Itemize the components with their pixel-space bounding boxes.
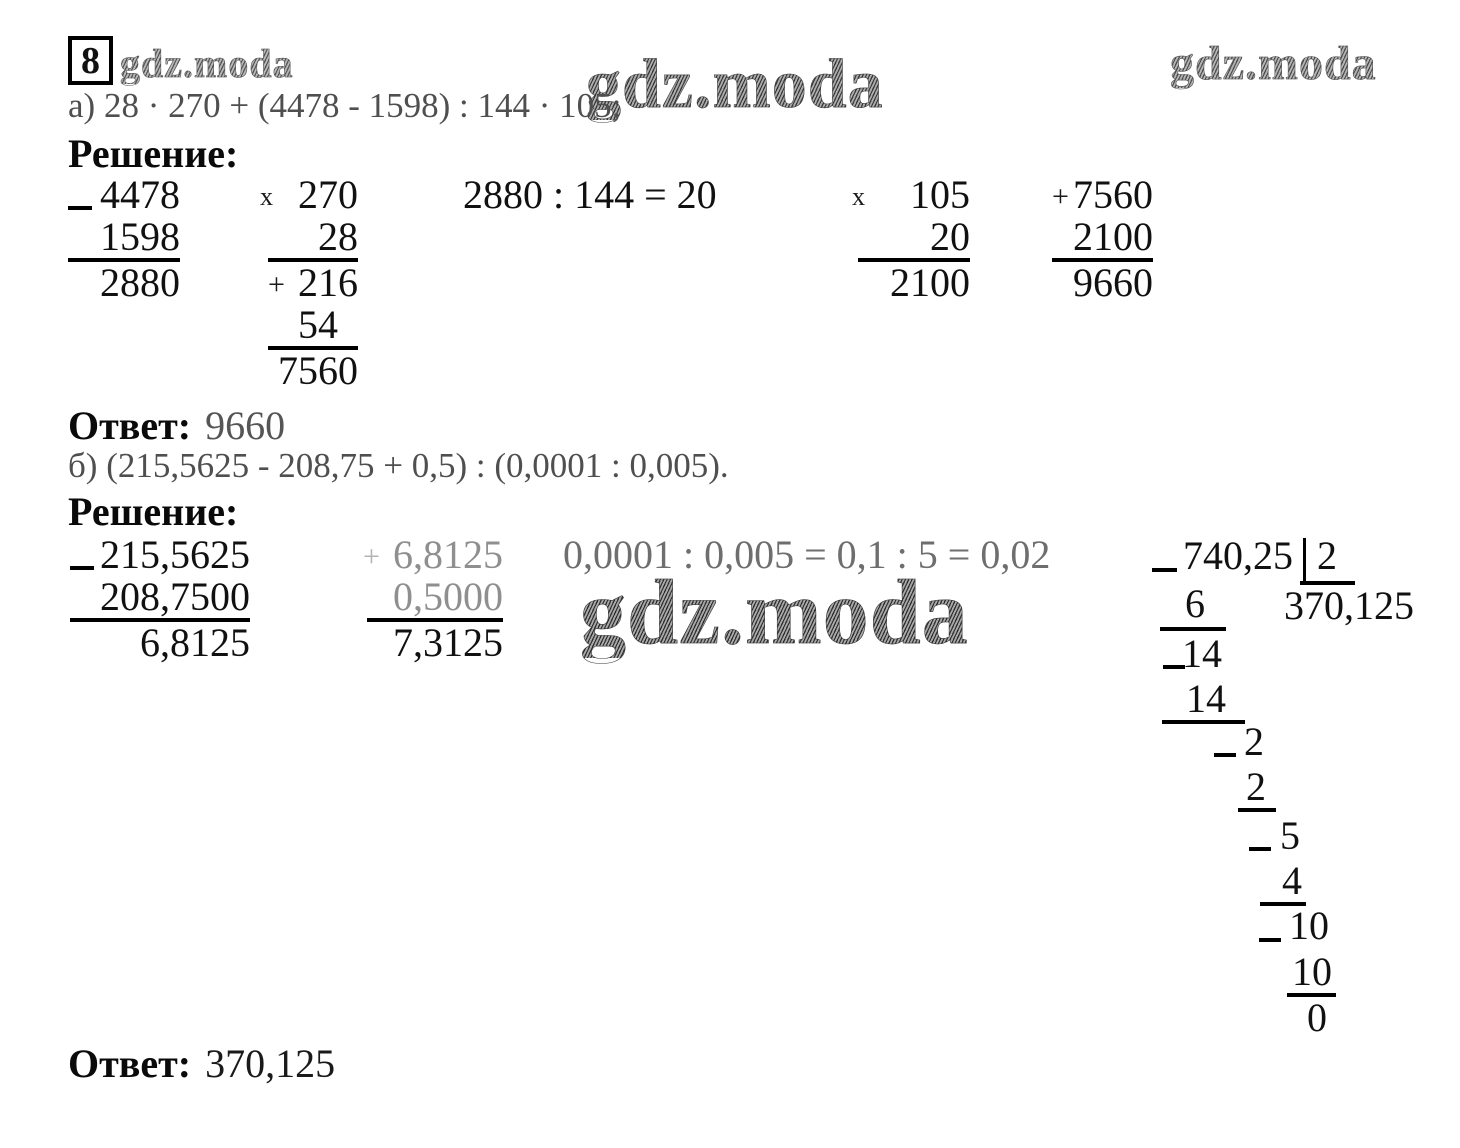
multiplier: 28	[268, 216, 358, 262]
sum: 9660	[1073, 260, 1153, 305]
step-subtrahend: 4	[1282, 858, 1302, 903]
subtraction-line	[1287, 993, 1336, 997]
multiplier: 20	[858, 216, 970, 262]
step-subtrahend: 10	[1292, 949, 1332, 994]
dividend: 740,25	[1183, 533, 1293, 578]
minuend: 4478	[100, 172, 180, 217]
division-bracket-horizontal	[1300, 581, 1355, 585]
column-addition-b: + 6,8125 0,5000 7,3125	[363, 532, 503, 665]
plus-sign: +	[268, 268, 285, 301]
watermark-top-left: gdz.moda	[120, 41, 294, 86]
multiply-sign: x	[260, 182, 273, 211]
step-subtrahend: 2	[1246, 764, 1266, 809]
long-division: 740,25 2 370,125 6 14 14 2 2 5 4 10 10 0	[1150, 535, 1460, 1045]
step-subtrahend: 14	[1186, 676, 1226, 721]
addend-1: 7560	[1073, 172, 1153, 217]
column-subtraction-a: 4478 1598 2880	[68, 174, 180, 304]
multiplicand: 270	[298, 172, 358, 217]
sum: 7,3125	[393, 620, 503, 665]
step-minuend: 10	[1289, 903, 1329, 948]
minuend: 215,5625	[100, 532, 250, 577]
minus-sign	[1214, 753, 1236, 757]
watermark-top-center: gdz.moda	[586, 46, 884, 123]
minus-sign	[70, 566, 94, 570]
subtraction-line	[1238, 808, 1276, 812]
subtraction-line	[1160, 627, 1226, 631]
step-minuend: 14	[1182, 631, 1222, 676]
column-subtraction-b: 215,5625 208,7500 6,8125	[70, 534, 250, 664]
minus-sign	[1152, 568, 1177, 572]
column-multiplication-270x28: x + 270 28 216 54 7560	[260, 172, 358, 393]
plus-sign: +	[1052, 180, 1069, 213]
part-a-statement: а) 28 · 270 + (4478 - 1598) : 144 · 105;	[68, 86, 622, 125]
minus-sign	[1163, 665, 1185, 669]
part-b-solution-label: Решение:	[68, 489, 239, 534]
minus-sign	[1259, 938, 1281, 942]
inline-division-a: 2880 : 144 = 20	[463, 172, 717, 217]
inline-division-b: 0,0001 : 0,005 = 0,1 : 5 = 0,02	[563, 532, 1051, 577]
answer-value: 9660	[205, 403, 286, 448]
part-a-answer: Ответ: 9660	[68, 404, 285, 448]
quotient: 370,125	[1284, 583, 1414, 628]
plus-sign: +	[363, 540, 380, 573]
problem-number: 8	[81, 39, 100, 82]
division-bracket-vertical	[1303, 538, 1306, 581]
subtrahend: 208,7500	[70, 576, 250, 622]
part-b-statement: б) (215,5625 - 208,75 + 0,5) : (0,0001 :…	[68, 446, 729, 485]
partial-product-2: 54	[268, 304, 358, 350]
partial-product-1: 216	[298, 260, 358, 305]
watermark-center: gdz.moda	[580, 561, 969, 663]
product: 2100	[890, 260, 970, 305]
part-a-solution-label: Решение:	[68, 131, 239, 176]
divisor: 2	[1317, 533, 1337, 578]
part-b-answer: Ответ: 370,125	[68, 1042, 335, 1086]
step-minuend: 5	[1280, 813, 1300, 858]
difference: 6,8125	[140, 620, 250, 665]
step-subtrahend: 6	[1185, 581, 1205, 626]
addend-1: 6,8125	[393, 532, 503, 577]
addend-2: 0,5000	[367, 576, 503, 622]
minus-sign	[1249, 847, 1271, 851]
column-addition-a: + 7560 2100 9660	[1052, 174, 1153, 304]
multiplicand: 105	[910, 172, 970, 217]
answer-value: 370,125	[205, 1041, 336, 1086]
answer-label: Ответ:	[68, 403, 192, 448]
multiply-sign: x	[852, 182, 865, 211]
step-minuend: 2	[1244, 719, 1264, 764]
problem-number-box: 8	[68, 36, 113, 85]
addend-2: 2100	[1052, 216, 1153, 262]
subtrahend: 1598	[68, 216, 180, 262]
watermark-top-right: gdz.moda	[1170, 37, 1377, 90]
remainder: 0	[1307, 995, 1327, 1040]
subtraction-line	[1260, 902, 1306, 906]
difference: 2880	[100, 260, 180, 305]
subtraction-line	[1162, 720, 1245, 724]
answer-label: Ответ:	[68, 1041, 192, 1086]
column-multiplication-105x20: x 105 20 2100	[852, 172, 970, 305]
product: 7560	[278, 348, 358, 393]
minus-sign	[68, 206, 92, 210]
